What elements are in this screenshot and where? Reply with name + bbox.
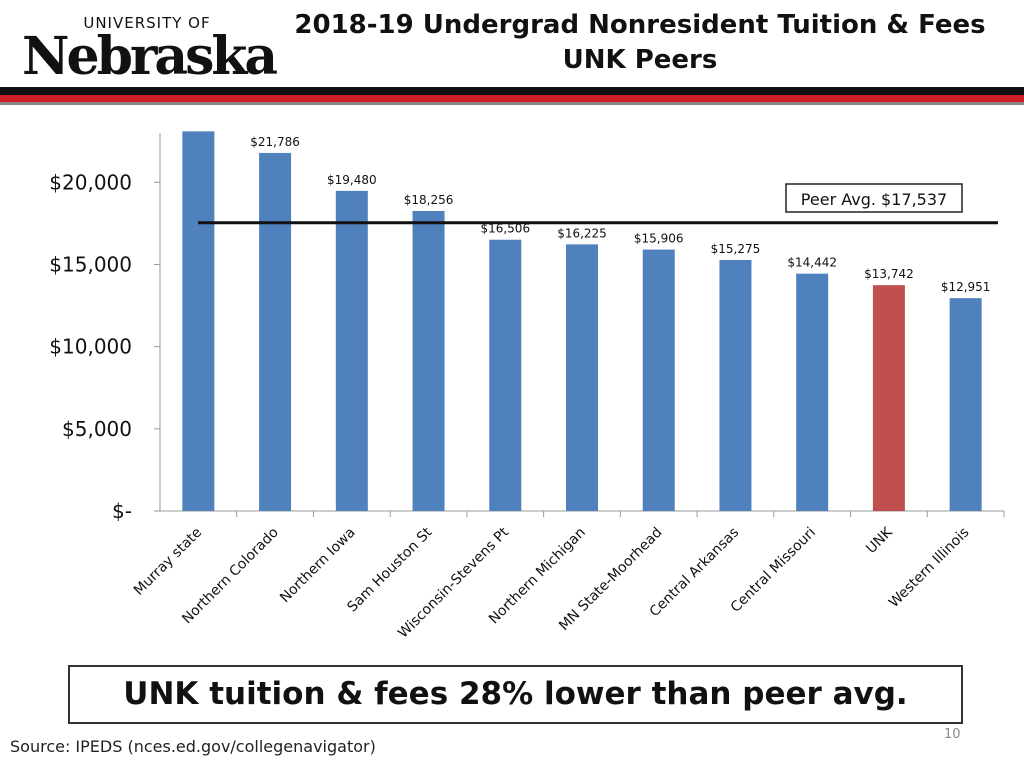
data-label: $13,742 [864, 267, 914, 281]
slide-title: 2018-19 Undergrad Nonresident Tuition & … [270, 8, 1010, 78]
category-label: UNK [863, 524, 896, 557]
logo-wordmark: Nebraska [22, 26, 278, 87]
data-label: $21,786 [250, 135, 300, 149]
data-label: $16,506 [480, 222, 530, 236]
y-tick-label: $10,000 [49, 335, 132, 359]
university-logo: UNIVERSITY OF Nebraska [22, 14, 278, 87]
bar [489, 239, 522, 511]
bar [872, 285, 905, 511]
y-tick-label: $5,000 [62, 417, 132, 441]
source-note: Source: IPEDS (nces.ed.gov/collegenaviga… [10, 737, 376, 756]
bar [335, 190, 368, 511]
category-label: Central Missouri [728, 525, 819, 616]
bar [796, 273, 829, 511]
data-label: $15,275 [711, 242, 761, 256]
header-rule-red [0, 95, 1024, 102]
logo-university-text: UNIVERSITY OF [83, 14, 211, 32]
bar [412, 210, 445, 511]
y-tick-label: $15,000 [49, 252, 132, 276]
callout-text: UNK tuition & fees 28% lower than peer a… [123, 676, 908, 712]
y-tick-label: $20,000 [49, 170, 132, 194]
peer-average-label: Peer Avg. $17,537 [801, 190, 947, 209]
header-rule-black [0, 87, 1024, 95]
bar [566, 244, 598, 512]
data-label: $14,442 [787, 256, 837, 270]
category-label: Murray state [131, 525, 205, 599]
callout-box: UNK tuition & fees 28% lower than peer a… [68, 665, 963, 724]
data-label: $16,225 [557, 226, 607, 240]
peer-average-label-box [785, 183, 963, 213]
header-rule-gray [0, 102, 1024, 105]
slide-title-line2: UNK Peers [562, 45, 718, 75]
bar [259, 152, 292, 511]
slide-title-line1: 2018-19 Undergrad Nonresident Tuition & … [294, 10, 986, 40]
category-label: Western Illinois [886, 525, 972, 611]
page-number: 10 [944, 727, 961, 742]
data-label: $18,256 [404, 193, 454, 207]
bar [642, 249, 675, 511]
data-label: $19,480 [327, 173, 377, 187]
bar [719, 259, 752, 511]
bar [949, 298, 982, 511]
category-label: Sam Houston St [344, 524, 435, 615]
data-label: $12,951 [941, 280, 991, 294]
category-label: Northern Iowa [277, 525, 359, 607]
y-tick-label: $- [112, 499, 132, 523]
bar [182, 131, 215, 512]
data-label: $15,906 [634, 232, 684, 246]
